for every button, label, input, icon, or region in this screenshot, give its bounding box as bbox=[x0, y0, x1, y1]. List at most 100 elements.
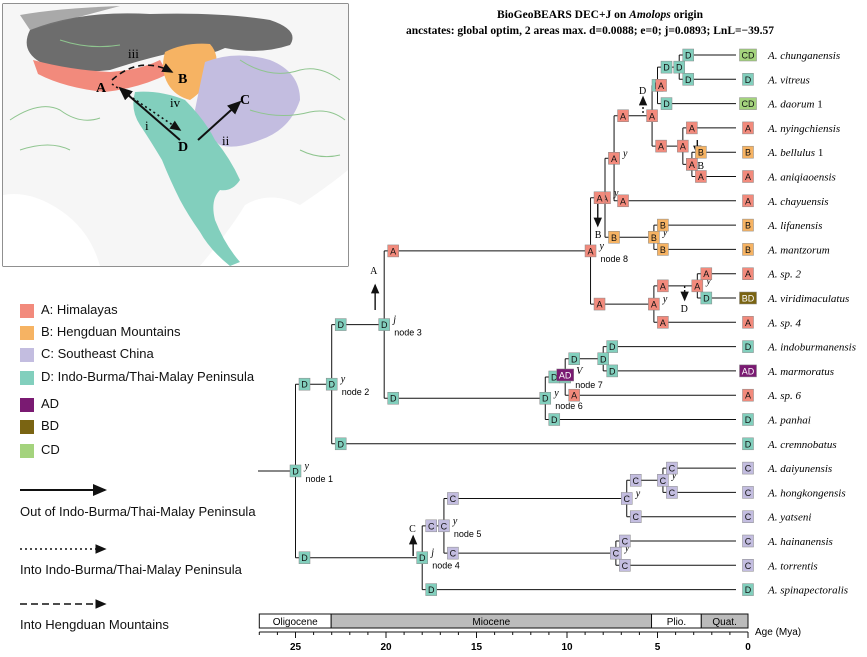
state-box-c bbox=[742, 510, 754, 523]
state-box-label: C bbox=[450, 494, 457, 504]
taxon-label: A. aniqiaoensis bbox=[767, 172, 836, 184]
state-box-label: C bbox=[669, 464, 676, 474]
state-box-label: C bbox=[745, 512, 752, 522]
event-letter: y bbox=[452, 516, 458, 527]
map-arrow-i bbox=[118, 86, 181, 141]
arrow-legend bbox=[20, 484, 107, 609]
state-box-d bbox=[387, 391, 399, 405]
state-box-d bbox=[298, 377, 311, 391]
state-box-d bbox=[597, 352, 609, 365]
state-box-a bbox=[593, 191, 606, 205]
state-box-label: A bbox=[703, 269, 709, 279]
event-letter: j bbox=[429, 548, 434, 559]
state-box-label: A bbox=[745, 172, 751, 182]
time-tick-label: 25 bbox=[290, 642, 302, 653]
taxon-label: A. panhai bbox=[767, 415, 811, 427]
state-box-a bbox=[568, 388, 580, 402]
state-box-c bbox=[629, 474, 642, 487]
map-label-iv: iv bbox=[170, 95, 181, 110]
state-box-label: CD bbox=[742, 51, 755, 61]
state-box-label: C bbox=[613, 549, 620, 559]
state-box-label: A bbox=[620, 111, 626, 121]
event-letter: j bbox=[391, 315, 396, 326]
state-box-label: A bbox=[745, 269, 751, 279]
taxon-label: A. marmoratus bbox=[767, 366, 834, 378]
map-inset: A B C D i ii iii iv bbox=[2, 3, 349, 267]
state-box-label: C bbox=[632, 512, 639, 522]
state-box-label: B bbox=[611, 233, 617, 243]
dispersal-letter: C bbox=[409, 524, 416, 535]
time-tick-label: 15 bbox=[471, 642, 483, 653]
taxon-label: A. cremnobatus bbox=[767, 439, 837, 451]
state-box-label: A bbox=[651, 300, 657, 310]
legend-label-b: B: Hengduan Mountains bbox=[41, 324, 181, 339]
state-box-a bbox=[686, 121, 698, 135]
timescale: Oligocene Miocene Plio. Quat. 25 20 15 10 5 0 Age … bbox=[258, 613, 801, 653]
state-box-a bbox=[617, 194, 629, 208]
state-box-label: B bbox=[660, 245, 666, 255]
state-box-label: C bbox=[450, 549, 457, 559]
state-box-a bbox=[742, 121, 754, 135]
legend-label-c: C: Southeast China bbox=[41, 346, 154, 361]
state-box-a bbox=[677, 139, 689, 153]
map-arrow-iv bbox=[111, 83, 182, 131]
legend-swatch-d bbox=[20, 371, 34, 385]
epoch-label: Miocene bbox=[472, 617, 510, 628]
state-box-label: D bbox=[381, 320, 388, 330]
state-box-label: D bbox=[292, 466, 299, 476]
state-box-b bbox=[742, 145, 754, 159]
event-letter: y bbox=[553, 388, 559, 399]
state-box-d bbox=[660, 97, 673, 110]
state-box-a bbox=[742, 194, 754, 208]
state-box-label: D bbox=[551, 415, 558, 425]
legend-swatch-ad bbox=[20, 398, 34, 412]
state-box-label: D bbox=[571, 354, 578, 364]
state-box-a bbox=[387, 244, 399, 258]
legend-label-d: D: Indo-Burma/Thai-Malay Peninsula bbox=[41, 369, 255, 384]
state-box-c bbox=[742, 461, 754, 475]
state-box-label: BD bbox=[742, 294, 755, 304]
state-box-a bbox=[617, 109, 629, 122]
epoch-label: Plio. bbox=[667, 617, 686, 628]
state-box-d bbox=[742, 583, 754, 596]
tree-tips: A. chunganensis A. vitreus A. daorum 1 A. n… bbox=[767, 50, 856, 597]
area-a-region bbox=[33, 60, 168, 92]
state-box-label: D bbox=[390, 394, 397, 404]
tibetan-plateau bbox=[26, 13, 293, 72]
time-tick-label: 20 bbox=[380, 642, 392, 653]
state-box-label: A bbox=[597, 300, 603, 310]
state-box-a bbox=[608, 152, 620, 165]
state-box-d bbox=[425, 583, 437, 596]
state-box-label: C bbox=[632, 476, 639, 486]
state-box-a bbox=[584, 244, 597, 258]
state-box-label: A bbox=[745, 196, 751, 206]
state-box-label: D bbox=[745, 585, 752, 595]
state-box-c bbox=[742, 486, 754, 499]
dispersal-letter: D bbox=[639, 86, 646, 97]
state-box-label: A bbox=[588, 246, 594, 256]
epoch-label: Quat. bbox=[712, 617, 736, 628]
dispersal-letter: B bbox=[697, 161, 704, 172]
state-box-label: B bbox=[745, 221, 751, 231]
map-label-iii: iii bbox=[128, 46, 139, 61]
state-box-label: D bbox=[542, 394, 549, 404]
map-label-b: B bbox=[178, 72, 187, 87]
state-box-label: D bbox=[745, 342, 752, 352]
tree-annotations: node 1 node 2 node 3 node 4 node 5 node 6 node… bbox=[304, 86, 712, 571]
state-box-label: C bbox=[745, 464, 752, 474]
south-china-sea bbox=[200, 170, 348, 266]
taxon-label: A. chunganensis bbox=[767, 50, 840, 62]
area-d-region bbox=[133, 91, 240, 267]
state-box-label: A bbox=[597, 193, 603, 203]
map-label-d: D bbox=[178, 140, 188, 155]
taxon-label: A. hongkongensis bbox=[767, 487, 846, 499]
taxon-label: A. daiyunensis bbox=[767, 463, 832, 475]
state-box-a bbox=[691, 279, 704, 293]
state-box-label: D bbox=[685, 75, 692, 85]
node-label: node 7 bbox=[575, 380, 603, 390]
state-box-label: A bbox=[680, 142, 686, 152]
dispersal-letter: D bbox=[681, 304, 688, 315]
state-box-label: A bbox=[658, 81, 664, 91]
map-label-i: i bbox=[145, 118, 149, 133]
state-box-c bbox=[610, 546, 622, 560]
